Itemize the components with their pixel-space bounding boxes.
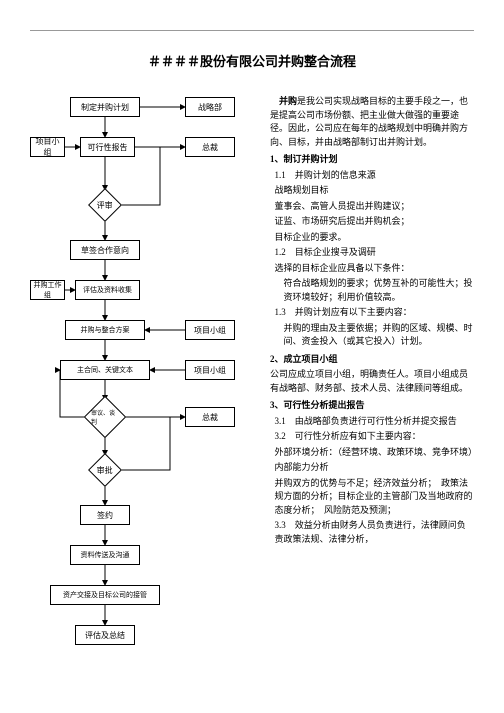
- node-transfer: 资料传送及沟通: [70, 545, 140, 565]
- text-column: 并购是我公司实现战略目标的主要手段之一，也是提高公司市场份额、把主业做大做强的重…: [270, 95, 474, 675]
- sec-3-2c: 并购双方的优势与不足；经济效益分析； 政策法规方面的分析；目标企业的主管部门及当…: [275, 477, 475, 518]
- sec-1-1c: 证监、市场研究后提出并购机会；: [275, 215, 475, 229]
- heading-3: 3、可行性分析提出报告: [270, 399, 474, 413]
- sec-3-1: 3.1 由战略部负责进行可行性分析并提交报告: [275, 415, 475, 429]
- header-rule: [30, 30, 474, 31]
- node-team-r1: 项目小组: [185, 320, 235, 340]
- sec-3-2a: 外部环境分析：（经营环境、政策环境、竞争环境）: [275, 446, 475, 460]
- node-president-1: 总裁: [185, 137, 235, 157]
- node-takeover: 资产交接及目标公司的接管: [50, 585, 160, 605]
- sec-1-1: 1.1 并购计划的信息来源: [275, 169, 475, 183]
- sec-1-1b: 董事会、高管人员提出并购建议；: [275, 200, 475, 214]
- node-feasibility: 可行性报告: [80, 137, 135, 157]
- node-collect: 评估及资料收集: [75, 280, 140, 300]
- sec-1-1a: 战略规划目标: [275, 184, 475, 198]
- sec-1-3a: 并购的理由及主要依据；并购的区域、规模、时间、资金投入（或其它投入）计划。: [275, 322, 475, 349]
- node-intent: 草签合作意向: [70, 240, 140, 260]
- node-plan: 制定并购计划: [70, 97, 140, 117]
- node-contract: 主合同、关键文本: [60, 360, 150, 380]
- node-summary: 评估及总结: [75, 625, 135, 645]
- node-project-team-left: 项目小组: [30, 137, 65, 157]
- sec-1-1d: 目标企业的要求。: [275, 231, 475, 245]
- node-sign: 签约: [80, 505, 130, 525]
- node-scheme: 并购与整合方案: [65, 320, 145, 340]
- sec-3-2: 3.2 可行性分析应有如下主要内容：: [275, 430, 475, 444]
- para-2: 公司应成立项目小组，明确责任人。项目小组成员有战略部、财务部、技术人员、法律顾问…: [270, 368, 474, 395]
- flowchart: 制定并购计划 战略部 项目小组 可行性报告 总裁 评审 草签合作意向 并购工作组…: [30, 95, 260, 675]
- node-workgroup: 并购工作组: [30, 280, 65, 300]
- heading-2: 2、成立项目小组: [270, 353, 474, 367]
- node-negotiate: 审议、谈判: [84, 396, 126, 438]
- sec-3-3: 3.3 效益分析由财务人员负责进行，法律顾问负责政策法规、法律分析，: [275, 519, 475, 546]
- node-president-2: 总裁: [185, 407, 235, 427]
- node-strategy-dept: 战略部: [185, 97, 235, 117]
- content-wrapper: 制定并购计划 战略部 项目小组 可行性报告 总裁 评审 草签合作意向 并购工作组…: [30, 95, 474, 675]
- intro-para: 并购是我公司实现战略目标的主要手段之一，也是提高公司市场份额、把主业做大做强的重…: [270, 95, 474, 149]
- sec-1-3: 1.3 并购计划应有以下主要内容：: [275, 306, 475, 320]
- sec-1-2b: 符合战略规划的要求；优势互补的可能性大；投资环境较好；利用价值较高。: [275, 277, 475, 304]
- sec-3-2b: 内部能力分析: [275, 461, 475, 475]
- sec-1-2: 1.2 目标企业搜寻及调研: [275, 246, 475, 260]
- node-review: 评审: [88, 188, 122, 222]
- page-title: ＃＃＃＃股份有限公司并购整合流程: [30, 51, 474, 70]
- node-approve: 审批: [88, 453, 122, 487]
- heading-1: 1、制订并购计划: [270, 153, 474, 167]
- sec-1-2a: 选择的目标企业应具备以下条件：: [275, 262, 475, 276]
- node-team-r2: 项目小组: [185, 360, 235, 380]
